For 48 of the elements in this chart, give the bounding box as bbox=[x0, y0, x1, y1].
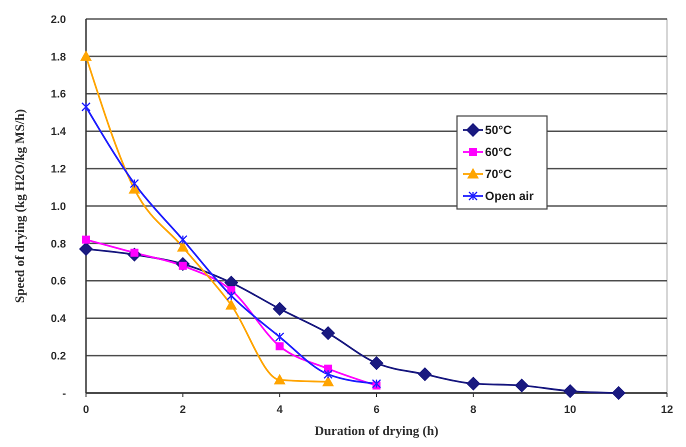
point bbox=[370, 356, 384, 370]
legend-label: Open air bbox=[485, 189, 534, 204]
x-tick-label: 8 bbox=[470, 404, 476, 416]
y-tick-label: 1.0 bbox=[50, 200, 66, 213]
point bbox=[372, 379, 382, 388]
point bbox=[226, 291, 236, 300]
point bbox=[276, 342, 284, 350]
point bbox=[82, 236, 90, 244]
x-tick-label: 0 bbox=[82, 404, 90, 416]
x-tick-label: 2 bbox=[180, 404, 186, 416]
legend-label: 50°C bbox=[485, 123, 512, 138]
point bbox=[81, 102, 91, 112]
x-tick-label: 10 bbox=[564, 404, 576, 416]
x-axis-title: Duration of drying (h) bbox=[314, 423, 438, 438]
y-tick-label: - bbox=[62, 388, 66, 400]
point bbox=[177, 242, 188, 252]
point bbox=[514, 378, 529, 393]
y-tick-label: 0.8 bbox=[50, 238, 66, 250]
point bbox=[80, 50, 92, 61]
legend-label: 70°C bbox=[485, 167, 512, 182]
point bbox=[466, 376, 480, 391]
point bbox=[178, 235, 188, 244]
point bbox=[418, 367, 432, 382]
y-tick-label: 0.4 bbox=[50, 313, 67, 326]
point bbox=[79, 242, 93, 256]
point bbox=[612, 386, 626, 400]
point bbox=[321, 326, 336, 340]
point bbox=[322, 376, 334, 386]
point bbox=[323, 370, 333, 379]
point bbox=[128, 184, 140, 194]
point bbox=[275, 332, 284, 342]
point bbox=[130, 178, 140, 188]
y-tick-label: 2.0 bbox=[50, 14, 66, 26]
y-tick-label: 1.4 bbox=[50, 126, 67, 138]
y-axis-title: Speed of drying (kg H2O/kg MS/h) bbox=[12, 109, 27, 303]
y-tick-label: 1.2 bbox=[50, 163, 66, 176]
point bbox=[563, 384, 578, 398]
x-tick-label: 12 bbox=[660, 404, 674, 416]
x-tick-label: 4 bbox=[276, 404, 284, 416]
y-tick-label: 1.8 bbox=[50, 51, 66, 64]
y-tick-label: 1.6 bbox=[50, 88, 66, 101]
y-tick-label: 0.6 bbox=[50, 276, 66, 288]
point bbox=[274, 374, 286, 384]
point bbox=[272, 302, 287, 316]
x-tick-label: 6 bbox=[373, 404, 380, 416]
point bbox=[226, 300, 237, 310]
legend-label: 60°C bbox=[485, 145, 512, 160]
y-tick-label: 0.2 bbox=[50, 350, 66, 362]
